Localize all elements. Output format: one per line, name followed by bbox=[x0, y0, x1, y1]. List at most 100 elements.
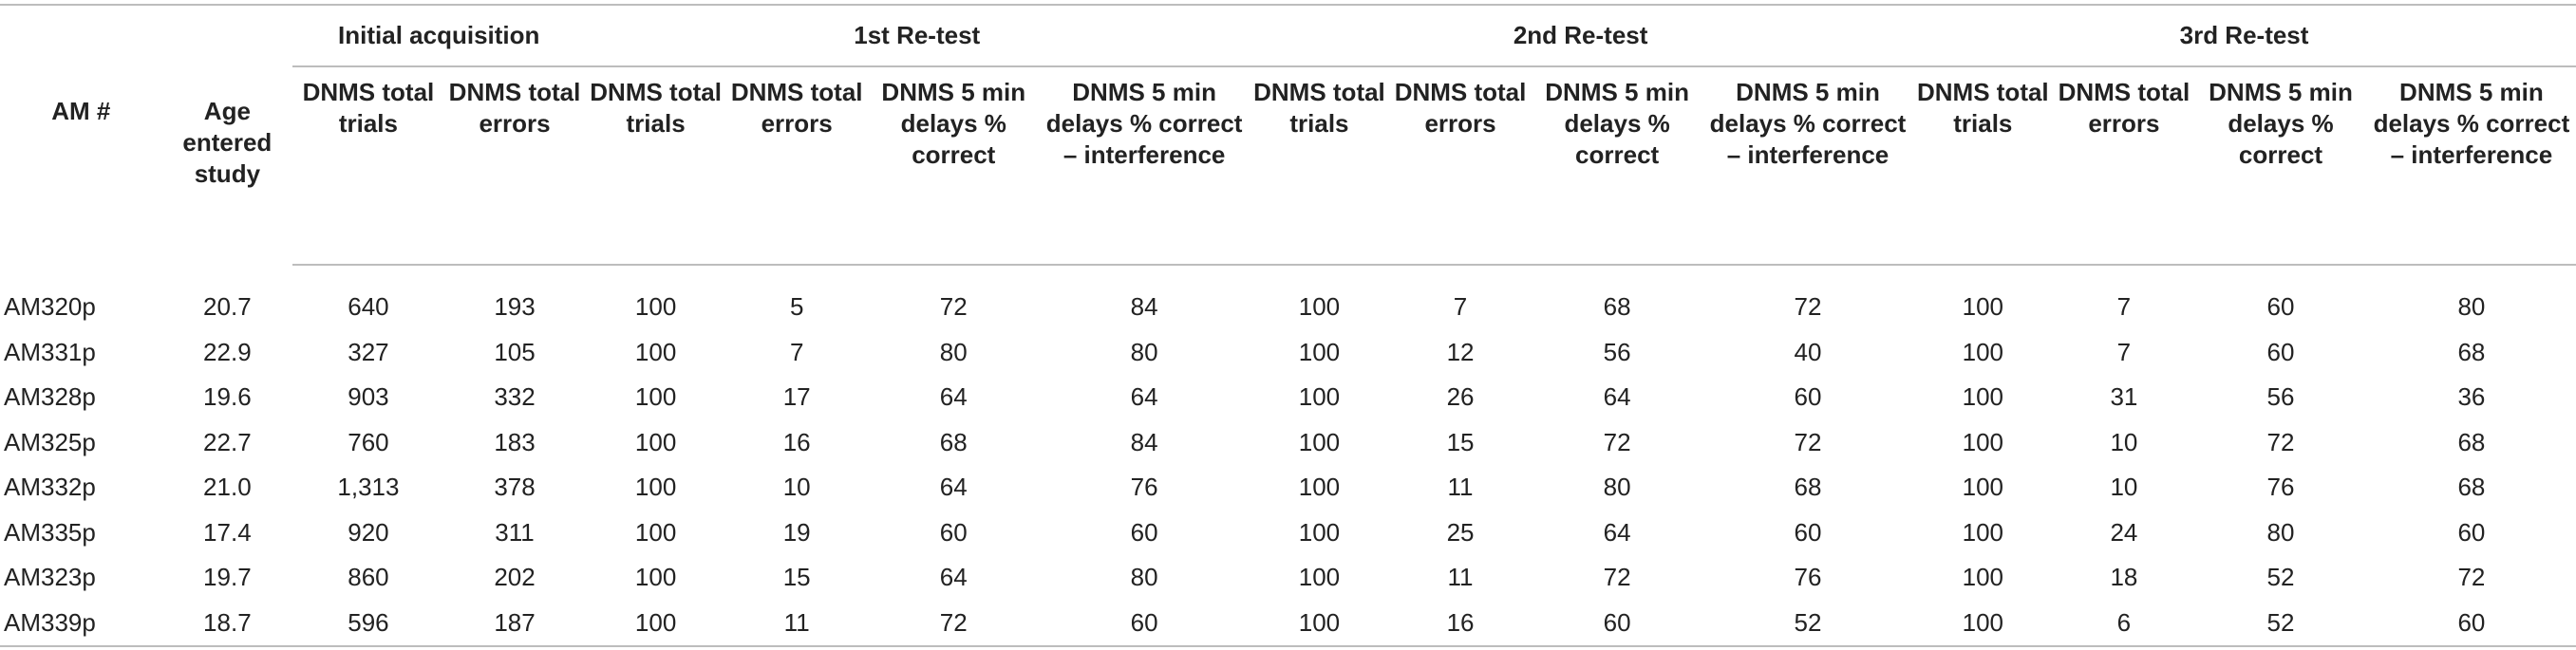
table-cell: 72 bbox=[1603, 427, 1631, 456]
table-cell: 1,313 bbox=[337, 473, 400, 502]
table-cell: 52 bbox=[2266, 563, 2295, 592]
table-cell: 100 bbox=[1912, 600, 2054, 647]
sub-header-r1-errors: DNMS total errors bbox=[725, 66, 868, 266]
table-cell: 16 bbox=[1389, 600, 1532, 647]
table-cell: 12 bbox=[1446, 337, 1475, 366]
sub-header-r3-trials: DNMS total trials bbox=[1912, 66, 2054, 266]
results-table: AM # Age entered study Initial acquisiti… bbox=[0, 6, 2576, 647]
table-cell: 22.9 bbox=[203, 337, 252, 366]
table-cell: 202 bbox=[494, 563, 536, 592]
col-header-age: Age entered study bbox=[182, 97, 273, 188]
table-cell: 60 bbox=[1794, 382, 1822, 412]
table-cell: 60 bbox=[1531, 600, 1703, 647]
table-cell: 18.7 bbox=[161, 600, 293, 647]
table-cell: 100 bbox=[1249, 600, 1390, 647]
table-cell: 15 bbox=[1446, 427, 1475, 456]
table-cell: 56 bbox=[1603, 337, 1631, 366]
sub-header-initial-trials: DNMS total trials bbox=[292, 66, 444, 266]
cell-subject-id: AM320p bbox=[4, 291, 96, 321]
table-row: AM331p 22.9 327 105 100 7 80 80 100 12 56 40 100 7 60 6… bbox=[0, 330, 2576, 376]
sub-header-r2-trials: DNMS total trials bbox=[1249, 66, 1390, 266]
table-cell: 31 bbox=[2110, 382, 2138, 412]
group-header-retest-3: 3rd Re-test bbox=[1912, 6, 2576, 67]
table-cell: 10 bbox=[2110, 427, 2138, 456]
table-cell: 80 bbox=[939, 337, 968, 366]
table-cell: 72 bbox=[2457, 563, 2486, 592]
table-cell: 100 bbox=[1298, 292, 1341, 322]
table-cell: 100 bbox=[634, 427, 677, 456]
table-cell: 68 bbox=[2457, 337, 2486, 366]
table-cell: 100 bbox=[1298, 517, 1341, 547]
table-cell: 40 bbox=[1794, 337, 1822, 366]
table-cell: 68 bbox=[2457, 427, 2486, 456]
table-cell: 760 bbox=[348, 427, 389, 456]
table-cell: 76 bbox=[1130, 473, 1158, 502]
table-cell: 7 bbox=[789, 337, 804, 366]
table-cell: 64 bbox=[1603, 517, 1631, 547]
table-cell: 100 bbox=[585, 600, 726, 647]
table-row: AM320p 20.7 640 193 100 5 72 84 100 7 68 72 100 7 60 80 bbox=[0, 265, 2576, 330]
table-row: AM325p 22.7 760 183 100 16 68 84 100 15 72 72 100 10 7… bbox=[0, 420, 2576, 466]
table-cell: 72 bbox=[1603, 563, 1631, 592]
table-cell: 64 bbox=[1130, 382, 1158, 412]
table-cell: 100 bbox=[1962, 517, 2004, 547]
table-cell: 76 bbox=[2266, 473, 2295, 502]
table-cell: 100 bbox=[634, 292, 677, 322]
table-cell: 5 bbox=[789, 292, 804, 322]
table-cell: 100 bbox=[1962, 382, 2004, 412]
table-cell: 25 bbox=[1446, 517, 1475, 547]
table-cell: 84 bbox=[1130, 292, 1158, 322]
table-cell: 100 bbox=[1962, 292, 2004, 322]
table-cell: 105 bbox=[494, 337, 536, 366]
table-cell: 311 bbox=[495, 517, 535, 547]
table-cell: 17.4 bbox=[203, 517, 252, 547]
table-row: AM323p 19.7 860 202 100 15 64 80 100 11 72 76 100 18 5… bbox=[0, 555, 2576, 601]
table-cell: 80 bbox=[2266, 517, 2295, 547]
table-cell: 60 bbox=[1040, 600, 1250, 647]
table-cell: 60 bbox=[2266, 337, 2295, 366]
table-cell: 640 bbox=[348, 292, 389, 322]
table-row: AM339p 18.7 596 187 100 11 72 60 100 16 60 52 100 6 52… bbox=[0, 600, 2576, 647]
table-cell: 21.0 bbox=[203, 473, 252, 502]
table-cell: 10 bbox=[2110, 473, 2138, 502]
table-cell: 72 bbox=[2266, 427, 2295, 456]
table-cell: 72 bbox=[867, 600, 1041, 647]
table-cell: 22.7 bbox=[203, 427, 252, 456]
cell-subject-id: AM331p bbox=[4, 337, 96, 366]
table-row: AM335p 17.4 920 311 100 19 60 60 100 25 64 60 100 24 8… bbox=[0, 511, 2576, 556]
table-cell: 17 bbox=[782, 382, 811, 412]
table-cell: 332 bbox=[494, 382, 536, 412]
table-cell: 183 bbox=[494, 427, 536, 456]
table-cell: 100 bbox=[634, 473, 677, 502]
table-cell: 100 bbox=[1962, 563, 2004, 592]
table-cell: 80 bbox=[1130, 563, 1158, 592]
table-cell: 100 bbox=[634, 517, 677, 547]
table-cell: 11 bbox=[1447, 473, 1474, 502]
sub-header-r3-interference: DNMS 5 min delays % correct – interferen… bbox=[2366, 66, 2576, 266]
table-cell: 100 bbox=[1962, 473, 2004, 502]
table-cell: 20.7 bbox=[203, 291, 252, 321]
sub-header-row: DNMS total trials DNMS total errors DNMS… bbox=[0, 66, 2576, 266]
table-cell: 52 bbox=[2194, 600, 2367, 647]
table-cell: 11 bbox=[1447, 563, 1474, 592]
table-cell: 64 bbox=[939, 473, 968, 502]
table-cell: 68 bbox=[2457, 473, 2486, 502]
table-cell: 100 bbox=[1962, 427, 2004, 456]
table-cell: 80 bbox=[1603, 473, 1631, 502]
table-cell: 6 bbox=[2053, 600, 2195, 647]
table-cell: 64 bbox=[1603, 382, 1631, 412]
table-cell: 920 bbox=[348, 517, 389, 547]
table-cell: 68 bbox=[1603, 292, 1631, 322]
group-header-retest-2: 2nd Re-test bbox=[1249, 6, 1913, 67]
table-cell: 52 bbox=[1702, 600, 1913, 647]
table-cell: 100 bbox=[1298, 427, 1341, 456]
table-cell: 7 bbox=[1453, 292, 1468, 322]
group-header-retest-1: 1st Re-test bbox=[585, 6, 1250, 67]
sub-header-r3-errors: DNMS total errors bbox=[2053, 66, 2195, 266]
table-cell: 72 bbox=[1794, 292, 1822, 322]
cell-subject-id: AM332p bbox=[4, 473, 96, 502]
group-header-row: AM # Age entered study Initial acquisiti… bbox=[0, 6, 2576, 188]
table-row: AM328p 19.6 903 332 100 17 64 64 100 26 64 60 100 31 5… bbox=[0, 375, 2576, 420]
table-cell: 100 bbox=[1298, 382, 1341, 412]
table-cell: 68 bbox=[939, 427, 968, 456]
